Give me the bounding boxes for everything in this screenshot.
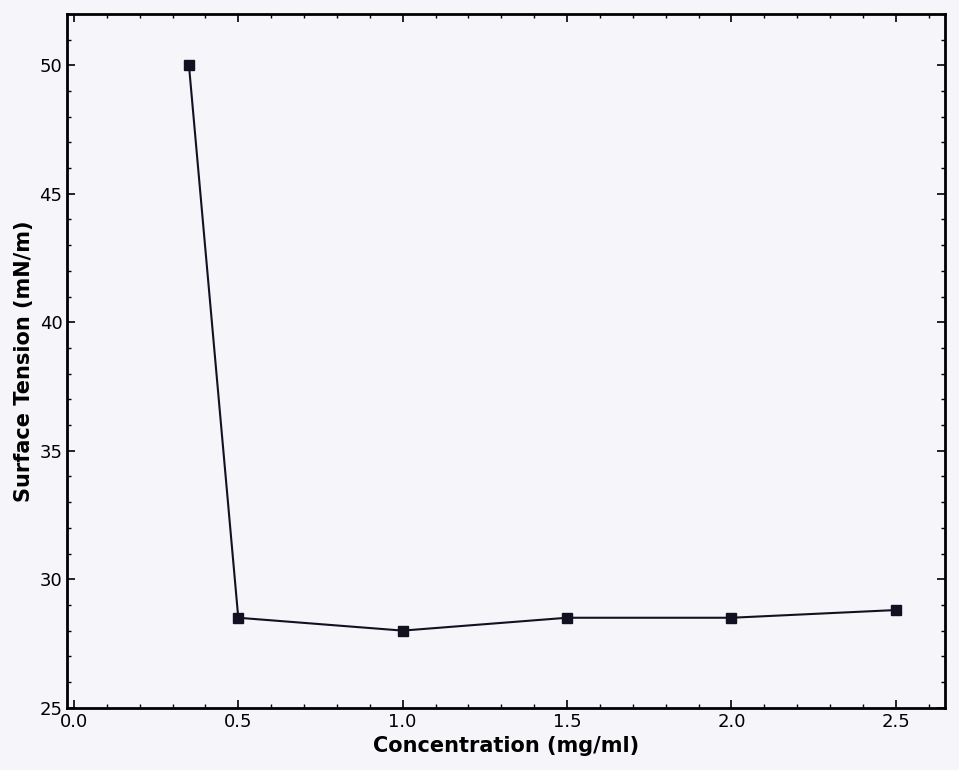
X-axis label: Concentration (mg/ml): Concentration (mg/ml) (373, 736, 640, 756)
Y-axis label: Surface Tension (mN/m): Surface Tension (mN/m) (13, 220, 34, 501)
